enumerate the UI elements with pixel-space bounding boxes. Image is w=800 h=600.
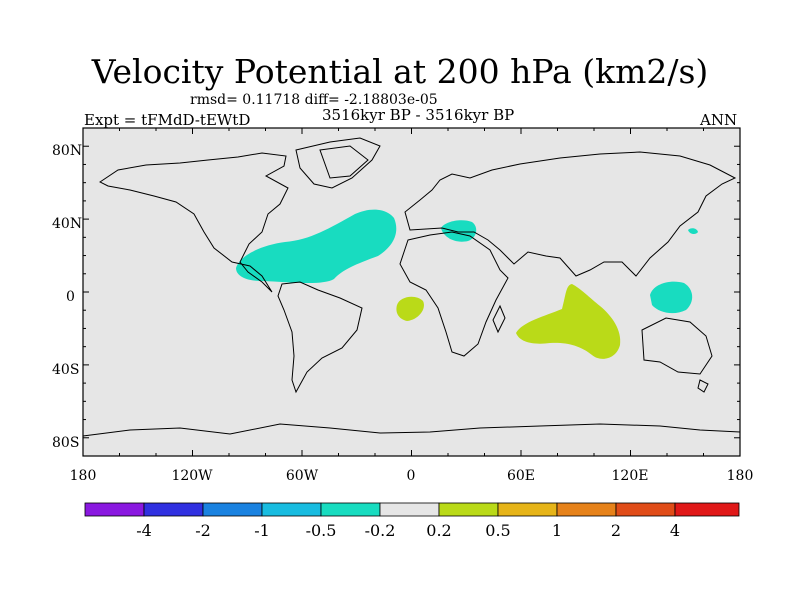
colorbar-label: -0.5 bbox=[306, 521, 337, 540]
experiment-label: Expt = tFMdD-tEWtD bbox=[84, 111, 251, 129]
colorbar-box-3 bbox=[261, 502, 322, 517]
colorbar-box-2 bbox=[202, 502, 263, 517]
axis-ticks bbox=[82, 127, 741, 457]
negative-anomaly-mediterranean bbox=[441, 220, 477, 242]
lon-label-180e: 180 bbox=[727, 468, 754, 484]
lon-label-120e: 120E bbox=[612, 468, 649, 484]
colorbar-label: -0.2 bbox=[365, 521, 396, 540]
colorbar-label: 0.5 bbox=[485, 521, 510, 540]
colorbar-box-0 bbox=[84, 502, 145, 517]
colorbar-label: 4 bbox=[670, 521, 680, 540]
colorbar-labels: -4 -2 -1 -0.5 -0.2 0.2 0.5 1 2 4 bbox=[136, 521, 680, 540]
lon-label-60e: 60E bbox=[507, 468, 535, 484]
negative-anomaly-pacific-spot bbox=[688, 228, 698, 235]
lat-label-40s: 40S bbox=[52, 362, 79, 378]
lat-label-0: 0 bbox=[66, 289, 75, 305]
positive-anomaly-indian-ocean bbox=[516, 284, 621, 359]
lon-label-60w: 60W bbox=[286, 468, 319, 484]
colorbar-label: -4 bbox=[136, 521, 152, 540]
colorbar-label: 1 bbox=[552, 521, 562, 540]
page-title: Velocity Potential at 200 hPa (km2/s) bbox=[91, 52, 709, 91]
colorbar-box-6 bbox=[438, 502, 499, 517]
colorbar-box-8 bbox=[556, 502, 617, 517]
lon-label-120w: 120W bbox=[171, 468, 213, 484]
colorbar-label: -1 bbox=[254, 521, 270, 540]
colorbar-box-9 bbox=[615, 502, 676, 517]
rmsd-stats: rmsd= 0.11718 diff= -2.18803e-05 bbox=[190, 92, 438, 108]
positive-anomaly-south-atlantic bbox=[396, 296, 424, 321]
colorbar-box-1 bbox=[143, 502, 204, 517]
colorbar-box-5 bbox=[379, 502, 440, 517]
season-label: ANN bbox=[700, 111, 738, 129]
colorbar-label: 0.2 bbox=[426, 521, 451, 540]
lon-label-0: 0 bbox=[407, 468, 416, 484]
colorbar-label: -2 bbox=[195, 521, 211, 540]
colorbar-box-4 bbox=[320, 502, 381, 517]
lon-label-180w: 180 bbox=[70, 468, 97, 484]
colorbar-label: 2 bbox=[611, 521, 621, 540]
colorbar-box-10 bbox=[674, 502, 740, 517]
period-label: 3516kyr BP - 3516kyr BP bbox=[322, 106, 515, 124]
coastlines bbox=[82, 137, 741, 437]
colorbar bbox=[84, 502, 740, 517]
negative-anomaly-maritime-continent bbox=[650, 281, 693, 314]
map-background bbox=[83, 128, 740, 456]
negative-anomaly-atlantic bbox=[236, 209, 397, 284]
lat-label-40n: 40N bbox=[52, 216, 82, 232]
lat-label-80s: 80S bbox=[52, 435, 79, 451]
lat-label-80n: 80N bbox=[52, 143, 82, 159]
colorbar-box-7 bbox=[497, 502, 558, 517]
